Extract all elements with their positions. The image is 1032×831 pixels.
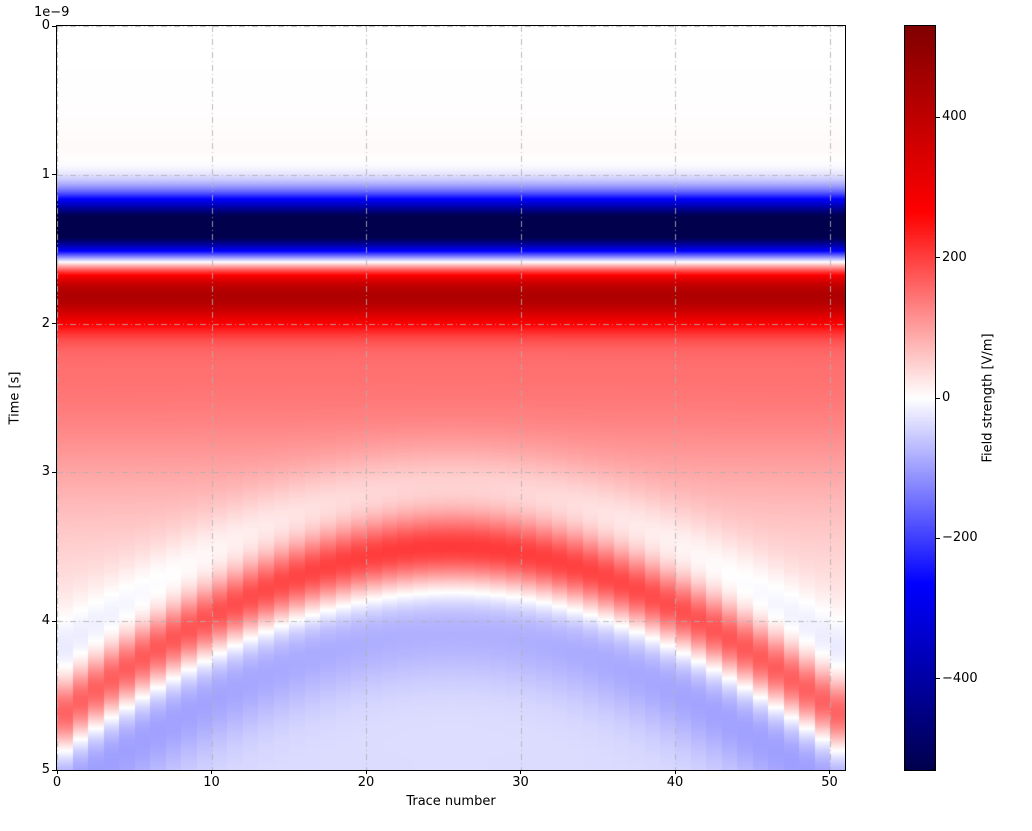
x-tick-mark [829,770,831,774]
colorbar-label: Field strength [V/m] [980,333,996,463]
colorbar [904,25,936,771]
colorbar-tick-mark [936,537,940,539]
y-tick-label: 2 [41,315,50,331]
x-tick-mark [365,770,367,774]
colorbar-tick-mark [936,257,940,259]
x-tick-mark [211,770,212,774]
y-axis-label: Time [s] [7,371,23,425]
colorbar-tick-label: −200 [942,530,978,546]
y-tick-mark [52,769,56,771]
y-tick-label: 1 [41,166,50,182]
colorbar-tick-mark [936,678,940,680]
y-tick-label: 5 [41,762,50,777]
colorbar-tick-label: 400 [942,109,967,125]
x-tick-label: 40 [666,775,684,790]
x-tick-label: 0 [52,775,62,790]
y-tick-mark [52,174,56,176]
heatmap-canvas [57,26,845,770]
y-tick-mark [52,25,56,27]
y-tick-label: 0 [41,18,50,33]
x-tick-mark [520,770,522,774]
x-axis-label: Trace number [406,794,496,809]
y-tick-label: 4 [41,613,50,629]
y-tick-mark [52,323,56,325]
x-tick-mark [56,770,58,774]
x-tick-label: 30 [512,775,529,790]
colorbar-tick-label: 0 [942,390,951,405]
plot-area [56,25,846,771]
y-tick-mark [52,471,56,473]
y-tick-mark [52,620,56,622]
colorbar-tick-label: −400 [942,670,978,686]
colorbar-tick-mark [936,116,940,118]
x-tick-mark [674,770,676,774]
x-tick-label: 20 [357,775,375,790]
colorbar-tick-label: 200 [942,249,967,265]
colorbar-canvas [905,26,935,770]
x-tick-label: 50 [821,775,838,790]
y-tick-label: 3 [41,464,50,480]
x-tick-label: 10 [203,775,220,790]
colorbar-tick-mark [936,397,940,399]
y-axis-offset-text: 1e−9 [34,5,70,20]
